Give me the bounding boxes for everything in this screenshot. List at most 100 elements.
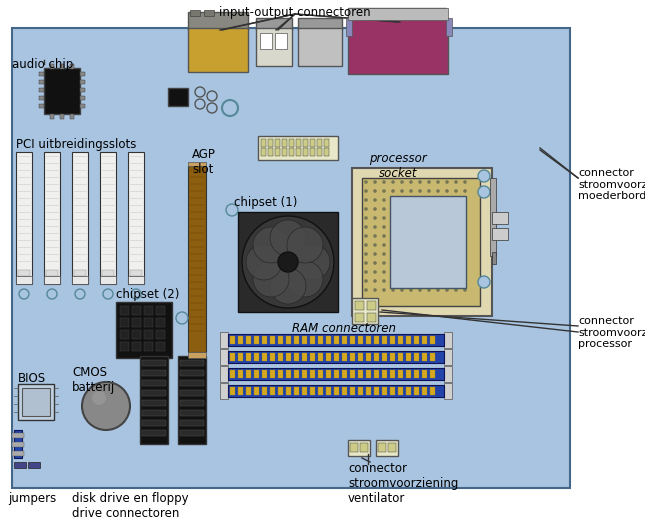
Circle shape [427, 198, 431, 202]
Circle shape [246, 244, 282, 280]
Bar [366, 387, 371, 395]
Bar [228, 385, 444, 397]
Bar [228, 368, 444, 380]
Bar [310, 336, 315, 344]
Bar [142, 420, 166, 426]
Circle shape [454, 252, 458, 256]
Circle shape [47, 289, 57, 299]
Circle shape [427, 216, 431, 220]
Text: AGP
slot: AGP slot [192, 148, 216, 176]
Circle shape [226, 204, 238, 216]
Circle shape [454, 207, 458, 211]
Bar [156, 330, 165, 339]
Bar [355, 301, 364, 310]
Bar [80, 80, 85, 84]
Bar [168, 88, 188, 106]
Bar [302, 336, 307, 344]
Bar [246, 336, 251, 344]
Circle shape [436, 234, 440, 238]
Bar [324, 139, 329, 147]
Bar [39, 80, 44, 84]
Bar [348, 440, 370, 456]
Bar [220, 383, 228, 399]
Bar [144, 306, 153, 315]
Bar [204, 10, 214, 16]
Circle shape [409, 288, 413, 292]
Circle shape [445, 288, 449, 292]
Bar [366, 336, 371, 344]
Bar [70, 64, 74, 69]
Bar [378, 443, 386, 452]
Bar [367, 301, 376, 310]
Circle shape [392, 252, 395, 256]
Circle shape [427, 207, 431, 211]
Bar [230, 336, 235, 344]
Bar [46, 270, 58, 276]
Bar [406, 387, 411, 395]
Bar [346, 18, 352, 36]
Circle shape [418, 180, 422, 184]
Circle shape [445, 234, 449, 238]
Circle shape [409, 279, 413, 283]
Bar [444, 332, 452, 348]
Circle shape [364, 207, 368, 211]
Bar [326, 370, 331, 378]
Bar [324, 148, 329, 156]
Circle shape [463, 189, 467, 193]
Circle shape [373, 198, 377, 202]
Circle shape [427, 270, 431, 274]
Bar [286, 353, 291, 361]
Bar [261, 148, 266, 156]
Bar [16, 276, 32, 284]
Text: chipset (2): chipset (2) [116, 288, 179, 301]
Bar [180, 380, 204, 386]
Circle shape [364, 198, 368, 202]
Bar [302, 387, 307, 395]
Bar [289, 139, 294, 147]
Bar [358, 370, 363, 378]
Bar [262, 387, 267, 395]
Bar [270, 353, 275, 361]
Circle shape [445, 261, 449, 265]
Bar [44, 68, 80, 114]
Bar [144, 330, 153, 339]
Circle shape [463, 252, 467, 256]
Bar [132, 318, 141, 327]
Bar [100, 276, 116, 284]
Text: jumpers: jumpers [8, 492, 56, 505]
Bar [120, 342, 129, 351]
Circle shape [409, 207, 413, 211]
Bar [444, 383, 452, 399]
Bar [342, 387, 347, 395]
Bar [178, 356, 206, 444]
Circle shape [373, 216, 377, 220]
Bar [60, 114, 64, 119]
Circle shape [454, 216, 458, 220]
Bar [352, 298, 378, 324]
Circle shape [382, 234, 386, 238]
Bar [188, 28, 248, 72]
Circle shape [436, 198, 440, 202]
Text: audio chip: audio chip [12, 58, 74, 71]
Bar [258, 136, 338, 160]
Circle shape [103, 289, 113, 299]
Bar [268, 148, 273, 156]
Bar [102, 270, 114, 276]
Bar [246, 370, 251, 378]
Bar [50, 64, 54, 69]
Circle shape [392, 198, 395, 202]
Bar [80, 72, 85, 76]
Circle shape [454, 270, 458, 274]
Circle shape [400, 270, 404, 274]
Circle shape [382, 261, 386, 265]
Bar [14, 462, 26, 468]
Bar [348, 8, 446, 20]
Bar [39, 104, 44, 108]
Bar [254, 370, 259, 378]
Circle shape [131, 289, 141, 299]
Circle shape [427, 243, 431, 247]
Circle shape [436, 252, 440, 256]
Circle shape [445, 189, 449, 193]
Circle shape [364, 288, 368, 292]
Circle shape [373, 288, 377, 292]
